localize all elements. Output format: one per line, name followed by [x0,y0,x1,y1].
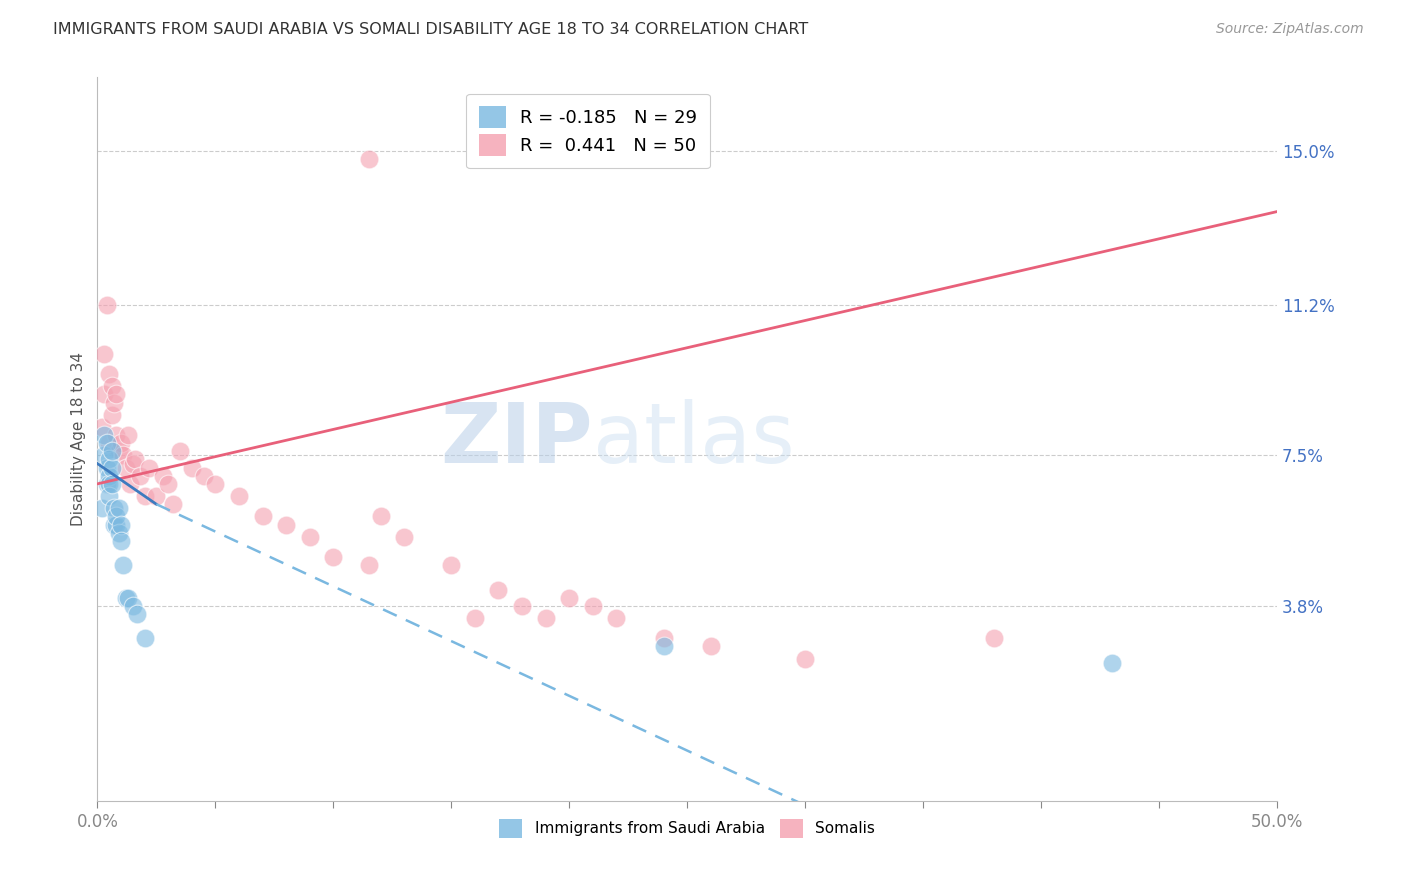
Point [794,651,817,665]
Point [110,436,132,450]
Point [114,460,136,475]
Point [100,408,122,422]
Text: Source: ZipAtlas.com: Source: ZipAtlas.com [1216,22,1364,37]
Point [464,611,486,625]
Point [652,640,675,654]
Point [107,444,129,458]
Point [93,347,115,361]
Point [488,582,510,597]
Point [105,387,128,401]
Point [112,558,135,573]
Point [114,591,136,605]
Point [117,591,139,605]
Point [98,436,121,450]
Point [98,489,121,503]
Point [98,452,121,467]
Point [983,632,1005,646]
Point [100,444,122,458]
Point [157,476,180,491]
Point [582,599,605,613]
Point [112,449,135,463]
Point [228,489,250,503]
Point [204,476,226,491]
Point [96,460,118,475]
Point [98,468,121,483]
Point [510,599,533,613]
Y-axis label: Disability Age 18 to 34: Disability Age 18 to 34 [72,352,86,526]
Point [105,428,128,442]
Text: IMMIGRANTS FROM SAUDI ARABIA VS SOMALI DISABILITY AGE 18 TO 34 CORRELATION CHART: IMMIGRANTS FROM SAUDI ARABIA VS SOMALI D… [53,22,808,37]
Point [93,449,115,463]
Point [93,428,115,442]
Point [652,632,675,646]
Point [100,476,122,491]
Point [134,489,156,503]
Point [700,640,723,654]
Point [370,509,392,524]
Point [322,549,344,564]
Point [121,599,143,613]
Point [91,501,114,516]
Point [357,152,380,166]
Point [558,591,581,605]
Point [107,501,129,516]
Point [98,367,121,381]
Point [145,489,167,503]
Point [120,476,142,491]
Point [152,468,174,483]
Point [193,468,215,483]
Point [605,611,627,625]
Point [124,452,146,467]
Point [96,298,118,312]
Point [105,517,128,532]
Point [107,525,129,540]
Point [180,460,202,475]
Point [274,517,297,532]
Point [103,517,125,532]
Point [440,558,463,573]
Point [138,460,160,475]
Point [357,558,380,573]
Point [98,476,121,491]
Point [103,395,125,409]
Point [93,387,115,401]
Point [128,468,150,483]
Point [96,476,118,491]
Point [127,607,149,621]
Legend: Immigrants from Saudi Arabia, Somalis: Immigrants from Saudi Arabia, Somalis [494,813,882,844]
Point [100,379,122,393]
Text: ZIP: ZIP [440,399,593,480]
Point [100,460,122,475]
Point [110,533,132,548]
Point [298,530,321,544]
Point [110,517,132,532]
Point [392,530,415,544]
Point [534,611,557,625]
Point [117,428,139,442]
Point [103,501,125,516]
Point [96,436,118,450]
Text: atlas: atlas [593,399,794,480]
Point [162,497,184,511]
Point [91,420,114,434]
Point [105,509,128,524]
Point [169,444,191,458]
Point [252,509,274,524]
Point [121,457,143,471]
Point [134,632,156,646]
Point [1101,656,1123,670]
